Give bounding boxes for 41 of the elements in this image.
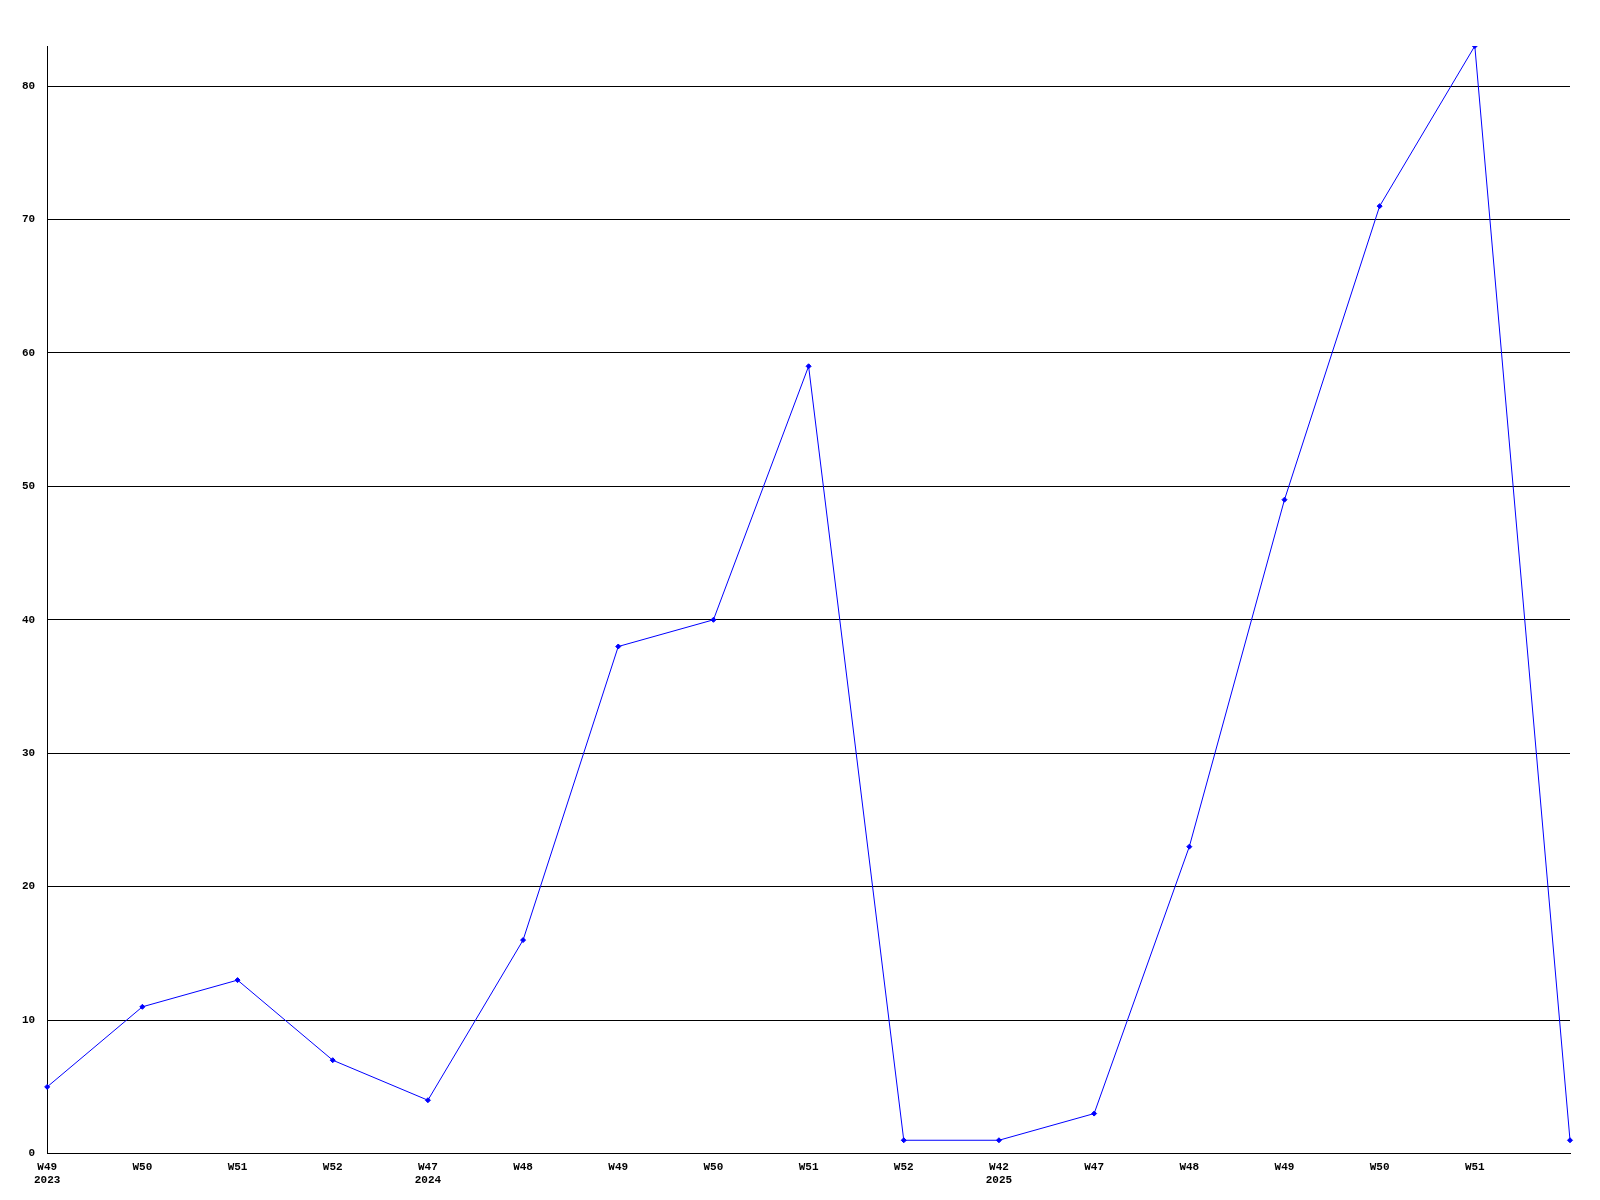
x-tick-label: W49 2023 bbox=[34, 1160, 61, 1187]
x-tick-label: W42 2025 bbox=[985, 1160, 1013, 1187]
y-tick-label: 20 bbox=[22, 880, 36, 893]
y-tick-label: 0 bbox=[28, 1147, 36, 1160]
x-tick-label: W50 bbox=[703, 1160, 724, 1173]
point bbox=[900, 1137, 907, 1144]
x-tick-label: W47 2024 bbox=[414, 1160, 442, 1187]
y-tick-label: 50 bbox=[22, 480, 36, 493]
x-tick-label: W50 bbox=[1369, 1160, 1390, 1173]
point bbox=[44, 1083, 51, 1090]
point bbox=[139, 1003, 146, 1010]
y-tick-label: 60 bbox=[22, 346, 36, 359]
x-tick-label: W48 bbox=[1179, 1160, 1200, 1173]
point bbox=[1186, 843, 1193, 850]
point bbox=[424, 1097, 431, 1104]
x-tick-label: W47 bbox=[1084, 1160, 1105, 1173]
y-tick-label: 10 bbox=[22, 1013, 36, 1026]
y-tick-label: 80 bbox=[22, 79, 36, 92]
x-tick-label: W52 bbox=[893, 1160, 914, 1173]
point bbox=[329, 1057, 336, 1064]
point bbox=[710, 616, 717, 623]
x-tick-label: W49 bbox=[608, 1160, 629, 1173]
point bbox=[1567, 1137, 1573, 1144]
point bbox=[615, 643, 622, 650]
y-tick-label: 40 bbox=[22, 613, 36, 626]
point bbox=[1091, 1110, 1098, 1117]
x-tick-label: W49 bbox=[1274, 1160, 1295, 1173]
point bbox=[1281, 496, 1288, 503]
x-tick-label: W50 bbox=[132, 1160, 153, 1173]
x-tick-label: W51 bbox=[227, 1160, 248, 1173]
y-tick-label: 30 bbox=[22, 747, 36, 760]
point bbox=[995, 1137, 1002, 1144]
x-tick-label: W51 bbox=[1464, 1160, 1486, 1173]
y-tick-label: 70 bbox=[22, 213, 36, 226]
point bbox=[1376, 203, 1383, 210]
x-tick-label: W48 bbox=[513, 1160, 534, 1173]
point bbox=[234, 977, 241, 984]
point bbox=[520, 937, 527, 944]
x-tick-label: W51 bbox=[798, 1160, 819, 1173]
point bbox=[805, 363, 812, 370]
x-tick-label: W52 bbox=[322, 1160, 343, 1173]
